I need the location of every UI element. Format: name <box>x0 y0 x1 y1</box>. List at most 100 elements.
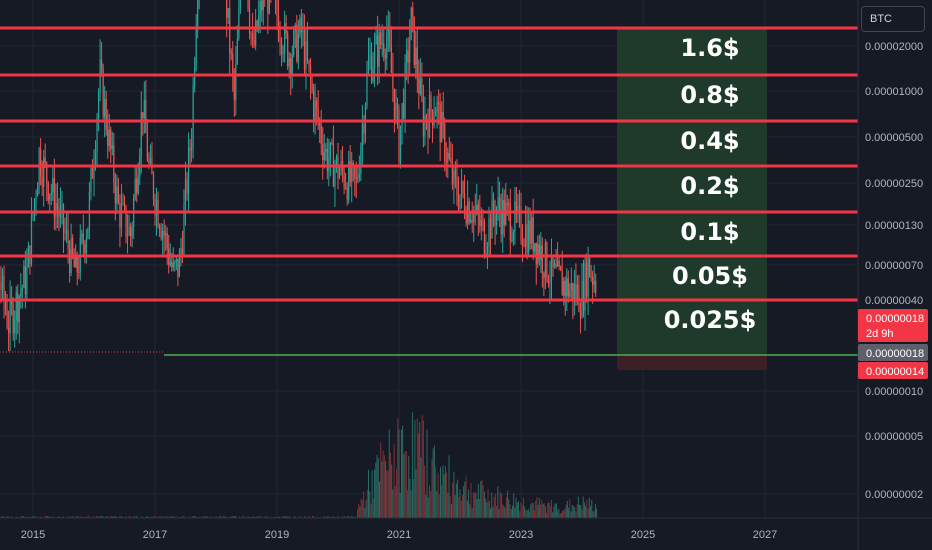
symbol-selector[interactable]: BTC <box>861 6 925 32</box>
volume-bar <box>438 494 440 518</box>
volume-bar <box>47 516 49 518</box>
candle-body <box>509 206 511 241</box>
volume-bar <box>220 516 222 518</box>
candle-body <box>345 186 347 188</box>
volume-bar <box>193 516 195 518</box>
candle-body <box>308 60 310 66</box>
candle-body <box>102 68 104 117</box>
candle-body <box>460 181 463 195</box>
volume-bar <box>551 499 552 518</box>
volume-bar <box>341 516 343 518</box>
volume-bar <box>169 516 171 518</box>
volume-bar <box>525 510 527 518</box>
volume-bar <box>267 516 269 518</box>
candle-body <box>320 125 322 145</box>
volume-bar <box>176 516 178 518</box>
candle-body <box>515 201 518 212</box>
candle-body <box>374 43 376 67</box>
volume-bar <box>342 516 344 518</box>
volume-bar <box>8 516 10 518</box>
volume-bar <box>572 506 574 518</box>
candle-body <box>49 194 51 201</box>
candle-body <box>529 220 531 244</box>
volume-bar <box>579 504 581 518</box>
volume-bar <box>444 466 446 518</box>
candle-body <box>110 129 112 149</box>
x-tick-label: 2025 <box>631 529 655 541</box>
candle-body <box>485 253 487 256</box>
time-axis[interactable]: 2015 2017 2019 2021 2023 2025 2027 <box>0 517 932 541</box>
volume-bar <box>491 492 493 518</box>
volume-bar <box>371 470 373 518</box>
candle-body <box>282 52 284 54</box>
volume-bar <box>446 472 448 518</box>
candle-body <box>540 245 542 260</box>
volume-bar <box>435 467 437 518</box>
volume-bar <box>424 465 426 518</box>
volume-bar <box>505 497 507 518</box>
volume-bar <box>343 516 345 518</box>
candle-body <box>131 227 133 237</box>
volume-bar <box>483 491 485 518</box>
candle-body <box>456 177 458 196</box>
volume-bar <box>370 503 372 518</box>
volume-bar <box>583 502 585 518</box>
candle-body <box>486 246 489 254</box>
price-level-label: 1.6$ <box>680 34 739 62</box>
candle-body <box>148 160 150 164</box>
volume-bar <box>559 513 561 518</box>
volume-bar <box>566 500 568 518</box>
candle-body <box>357 177 359 179</box>
volume-bar <box>149 516 151 518</box>
volume-bar <box>503 505 505 518</box>
candle-body <box>439 103 441 143</box>
volume-bar <box>509 504 511 518</box>
candle-body <box>410 7 412 40</box>
volume-bar <box>497 486 499 518</box>
volume-bar <box>386 470 388 518</box>
volume-bar <box>133 516 135 518</box>
volume-bar <box>474 492 476 518</box>
candle-body <box>349 160 351 182</box>
candle-body <box>197 0 199 26</box>
candle-body <box>441 111 443 143</box>
candle-body <box>567 278 569 297</box>
volume-bar <box>591 499 593 518</box>
volume-bar <box>532 503 534 518</box>
candle-body <box>41 177 43 187</box>
candle-body <box>564 280 566 296</box>
volume-bar <box>59 516 61 518</box>
volume-bar <box>542 504 544 518</box>
volume-bar <box>256 516 258 518</box>
candle-body <box>415 47 417 65</box>
candle-body <box>85 238 87 254</box>
volume-bar <box>50 516 52 518</box>
candle-body <box>392 72 394 89</box>
candle-body <box>154 199 156 216</box>
volume-bar <box>432 448 434 518</box>
candle-body <box>232 53 234 75</box>
candle-body <box>319 121 321 126</box>
candle-body <box>125 205 127 237</box>
volume-bar <box>471 508 473 518</box>
volume-bar <box>364 508 366 518</box>
candle-body <box>402 103 405 119</box>
candle-body <box>537 243 539 264</box>
candle-body <box>520 206 522 240</box>
volume-bar <box>172 516 174 518</box>
candle-body <box>473 210 475 223</box>
price-axis[interactable]: 0.00002000 0.00001000 0.00000500 0.00000250… <box>857 0 923 550</box>
volume-bar <box>476 498 478 518</box>
volume-bar <box>102 516 104 518</box>
volume-bar <box>416 418 418 518</box>
volume-bar <box>480 481 482 518</box>
volume-bar <box>408 456 410 518</box>
volume-bar <box>449 496 451 518</box>
volume-bar <box>405 451 407 518</box>
candle-body <box>299 18 301 35</box>
candle-body <box>544 242 546 278</box>
volume-bar <box>459 489 461 518</box>
volume-bar <box>419 421 421 518</box>
candle-body <box>14 319 16 334</box>
